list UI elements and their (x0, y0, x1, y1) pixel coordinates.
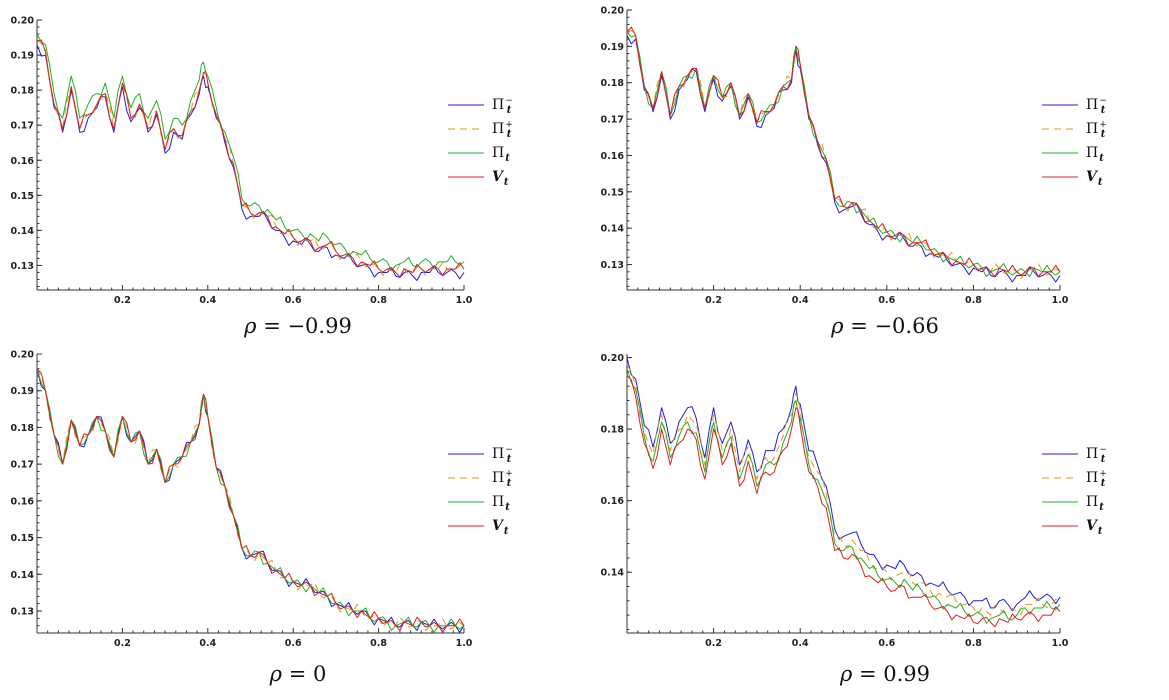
series-line-3 (37, 368, 465, 633)
series-line-2 (37, 368, 465, 631)
panel-caption: ρ = −0.99 (243, 314, 352, 338)
legend-label: Π− t (1086, 445, 1107, 465)
legend-label: Πt (1086, 494, 1104, 513)
y-tick-label: 0.15 (601, 187, 624, 198)
legend-label: Π+ t (1086, 120, 1107, 140)
y-tick-label: 0.14 (11, 226, 35, 237)
panel-caption: ρ = 0.99 (839, 662, 930, 686)
y-tick-label: 0.17 (11, 460, 34, 471)
x-tick-label: 0.2 (705, 295, 722, 306)
series-line-3 (627, 368, 1061, 624)
y-tick-label: 0.17 (601, 115, 624, 126)
y-tick-label: 0.14 (601, 568, 625, 579)
legend-label: Π− t (1086, 96, 1107, 116)
legend-label: Π− t (492, 445, 513, 465)
series-line-1 (37, 44, 465, 281)
y-tick-label: 0.14 (601, 224, 625, 235)
series-line-1 (37, 368, 465, 633)
x-tick-label: 0.4 (199, 638, 216, 649)
y-tick-label: 0.15 (11, 191, 34, 202)
y-tick-label: 0.16 (11, 156, 35, 167)
x-tick-label: 0.4 (199, 295, 216, 306)
x-tick-label: 0.8 (965, 295, 982, 306)
legend: Π− t Π+ t Πt Vt (448, 96, 513, 188)
y-tick-label: 0.20 (11, 16, 35, 27)
y-tick-label: 0.18 (601, 425, 625, 436)
chart-panel-4: 0.2 0.4 0.6 0.8 1.0 0.14 0.16 0.18 0.20 Π− t Π+ t Πt V… (601, 353, 1107, 686)
chart-panel-1: 0.2 0.4 0.6 0.8 1.0 0.13 0.14 0.15 0.16 0.17 0.18 0… (11, 16, 513, 339)
series-line-4 (37, 368, 465, 633)
legend: Π− t Π+ t Πt Vt (1042, 96, 1107, 188)
series-line-3 (37, 33, 465, 271)
y-tick-label: 0.19 (601, 42, 624, 53)
y-tick-label: 0.20 (11, 350, 35, 361)
y-tick-label: 0.17 (11, 121, 34, 132)
x-tick-label: 0.6 (878, 638, 895, 649)
chart-panel-2: 0.2 0.4 0.6 0.8 1.0 0.13 0.14 0.15 0.16 0.17 0.18 0… (601, 6, 1107, 339)
chart-panel-3: 0.2 0.4 0.6 0.8 1.0 0.13 0.14 0.15 0.16 0.17 0.18 0… (11, 350, 513, 687)
x-tick-label: 0.6 (285, 295, 302, 306)
y-tick-label: 0.18 (11, 86, 35, 97)
x-tick-label: 0.2 (705, 638, 722, 649)
y-tick-label: 0.13 (11, 261, 34, 272)
legend: Π− t Π+ t Πt Vt (1042, 445, 1107, 537)
y-tick-label: 0.16 (11, 496, 35, 507)
y-tick-label: 0.19 (11, 386, 34, 397)
y-tick-label: 0.19 (11, 51, 34, 62)
legend-label: Π− t (492, 96, 513, 116)
series-line-2 (627, 364, 1061, 616)
series-line-2 (627, 29, 1061, 279)
series-line-1 (627, 357, 1061, 612)
panel-caption: ρ = −0.66 (830, 314, 939, 338)
series-line-3 (627, 31, 1061, 277)
legend-label: Vt (1086, 169, 1103, 188)
x-tick-label: 1.0 (456, 638, 473, 649)
x-tick-label: 0.8 (370, 295, 387, 306)
legend-label: Vt (1086, 518, 1103, 537)
x-tick-label: 0.6 (878, 295, 895, 306)
series-line-4 (627, 26, 1061, 277)
x-tick-label: 0.8 (965, 638, 982, 649)
legend-label: Π+ t (492, 469, 513, 489)
series-line-2 (37, 40, 465, 276)
y-tick-label: 0.13 (601, 260, 624, 271)
x-tick-label: 0.8 (370, 638, 387, 649)
y-tick-label: 0.15 (11, 533, 34, 544)
y-tick-label: 0.20 (601, 6, 625, 17)
x-tick-label: 1.0 (456, 295, 473, 306)
legend-label: Πt (492, 494, 510, 513)
panel-caption: ρ = 0 (269, 662, 327, 686)
y-tick-label: 0.20 (601, 353, 625, 364)
x-tick-label: 0.2 (114, 295, 131, 306)
legend: Π− t Π+ t Πt Vt (448, 445, 513, 537)
x-tick-label: 0.4 (792, 295, 809, 306)
series-line-4 (37, 39, 465, 278)
x-tick-label: 1.0 (1052, 638, 1069, 649)
legend-label: Πt (1086, 145, 1104, 164)
y-tick-label: 0.18 (11, 423, 35, 434)
series-line-4 (627, 375, 1061, 628)
x-tick-label: 0.4 (792, 638, 809, 649)
y-tick-label: 0.13 (11, 606, 34, 617)
y-tick-label: 0.18 (601, 78, 625, 89)
x-tick-label: 0.2 (114, 638, 131, 649)
y-tick-label: 0.16 (601, 496, 625, 507)
y-tick-label: 0.14 (11, 570, 35, 581)
legend-label: Π+ t (1086, 469, 1107, 489)
x-tick-label: 0.6 (285, 638, 302, 649)
legend-label: Π+ t (492, 120, 513, 140)
legend-label: Πt (492, 145, 510, 164)
x-tick-label: 1.0 (1052, 295, 1069, 306)
legend-label: Vt (492, 518, 509, 537)
legend-label: Vt (492, 169, 509, 188)
y-tick-label: 0.16 (601, 151, 625, 162)
